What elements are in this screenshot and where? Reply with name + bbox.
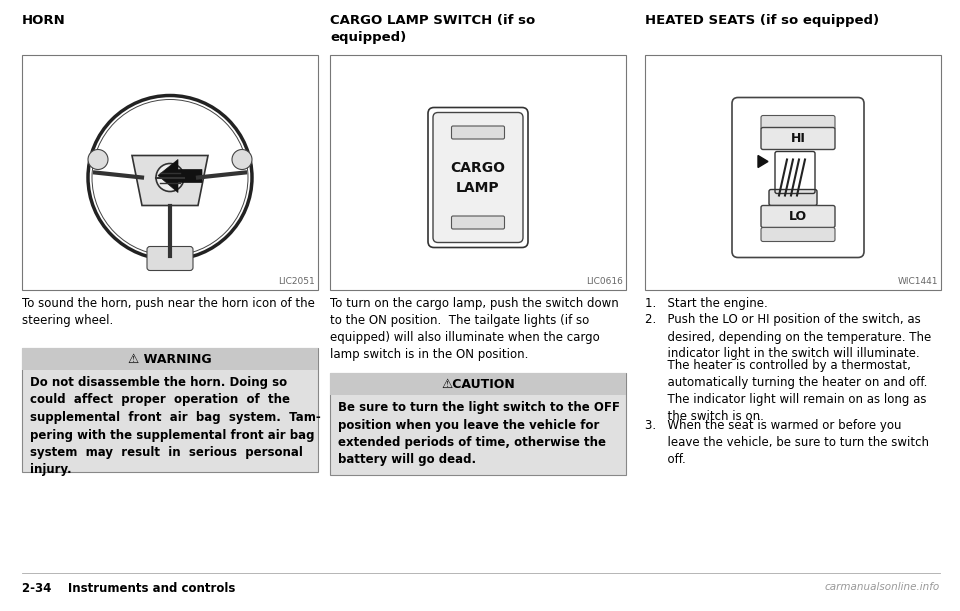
- Text: LIC0616: LIC0616: [587, 277, 623, 286]
- Text: WIC1441: WIC1441: [898, 277, 938, 286]
- Polygon shape: [132, 156, 208, 205]
- FancyBboxPatch shape: [761, 205, 835, 227]
- Circle shape: [156, 164, 184, 191]
- Bar: [22, 348, 318, 472]
- Circle shape: [232, 150, 252, 169]
- Text: 2.   Push the LO or HI position of the switch, as
      desired, depending on th: 2. Push the LO or HI position of the swi…: [645, 313, 931, 360]
- Polygon shape: [158, 159, 202, 192]
- FancyBboxPatch shape: [451, 126, 505, 139]
- Text: 3.   When the seat is warmed or before you
      leave the vehicle, be sure to t: 3. When the seat is warmed or before you…: [645, 419, 929, 466]
- Text: Do not disassemble the horn. Doing so
could  affect  proper  operation  of  the
: Do not disassemble the horn. Doing so co…: [30, 376, 321, 477]
- Text: LIC2051: LIC2051: [278, 277, 315, 286]
- Text: The heater is controlled by a thermostat,
      automatically turning the heater: The heater is controlled by a thermostat…: [645, 359, 927, 423]
- Text: ⚠CAUTION: ⚠CAUTION: [442, 378, 515, 390]
- Bar: [22, 55, 318, 290]
- FancyBboxPatch shape: [761, 128, 835, 150]
- Text: ⚠ WARNING: ⚠ WARNING: [129, 353, 212, 365]
- Bar: [22, 348, 318, 370]
- FancyBboxPatch shape: [732, 98, 864, 257]
- FancyBboxPatch shape: [428, 108, 528, 247]
- Bar: [645, 55, 941, 290]
- FancyBboxPatch shape: [147, 246, 193, 271]
- Text: HEATED SEATS (if so equipped): HEATED SEATS (if so equipped): [645, 14, 879, 27]
- FancyBboxPatch shape: [761, 115, 835, 130]
- Bar: [330, 55, 626, 290]
- Text: HI: HI: [791, 132, 805, 145]
- Text: CARGO: CARGO: [450, 161, 506, 175]
- Circle shape: [88, 150, 108, 169]
- Polygon shape: [758, 156, 768, 167]
- Text: 2-34    Instruments and controls: 2-34 Instruments and controls: [22, 582, 235, 595]
- Text: Be sure to turn the light switch to the OFF
position when you leave the vehicle : Be sure to turn the light switch to the …: [338, 401, 620, 467]
- Text: 1.   Start the engine.: 1. Start the engine.: [645, 297, 768, 310]
- Bar: [330, 373, 626, 475]
- Text: HORN: HORN: [22, 14, 65, 27]
- Text: To turn on the cargo lamp, push the switch down
to the ON position.  The tailgat: To turn on the cargo lamp, push the swit…: [330, 297, 619, 361]
- Text: LO: LO: [789, 210, 807, 223]
- FancyBboxPatch shape: [451, 216, 505, 229]
- FancyBboxPatch shape: [433, 112, 523, 243]
- FancyBboxPatch shape: [769, 189, 817, 205]
- Text: To sound the horn, push near the horn icon of the
steering wheel.: To sound the horn, push near the horn ic…: [22, 297, 315, 327]
- Text: CARGO LAMP SWITCH (if so
equipped): CARGO LAMP SWITCH (if so equipped): [330, 14, 536, 44]
- Bar: [330, 373, 626, 395]
- Text: carmanualsonline.info: carmanualsonline.info: [825, 582, 940, 592]
- Text: LAMP: LAMP: [456, 180, 500, 194]
- FancyBboxPatch shape: [761, 227, 835, 241]
